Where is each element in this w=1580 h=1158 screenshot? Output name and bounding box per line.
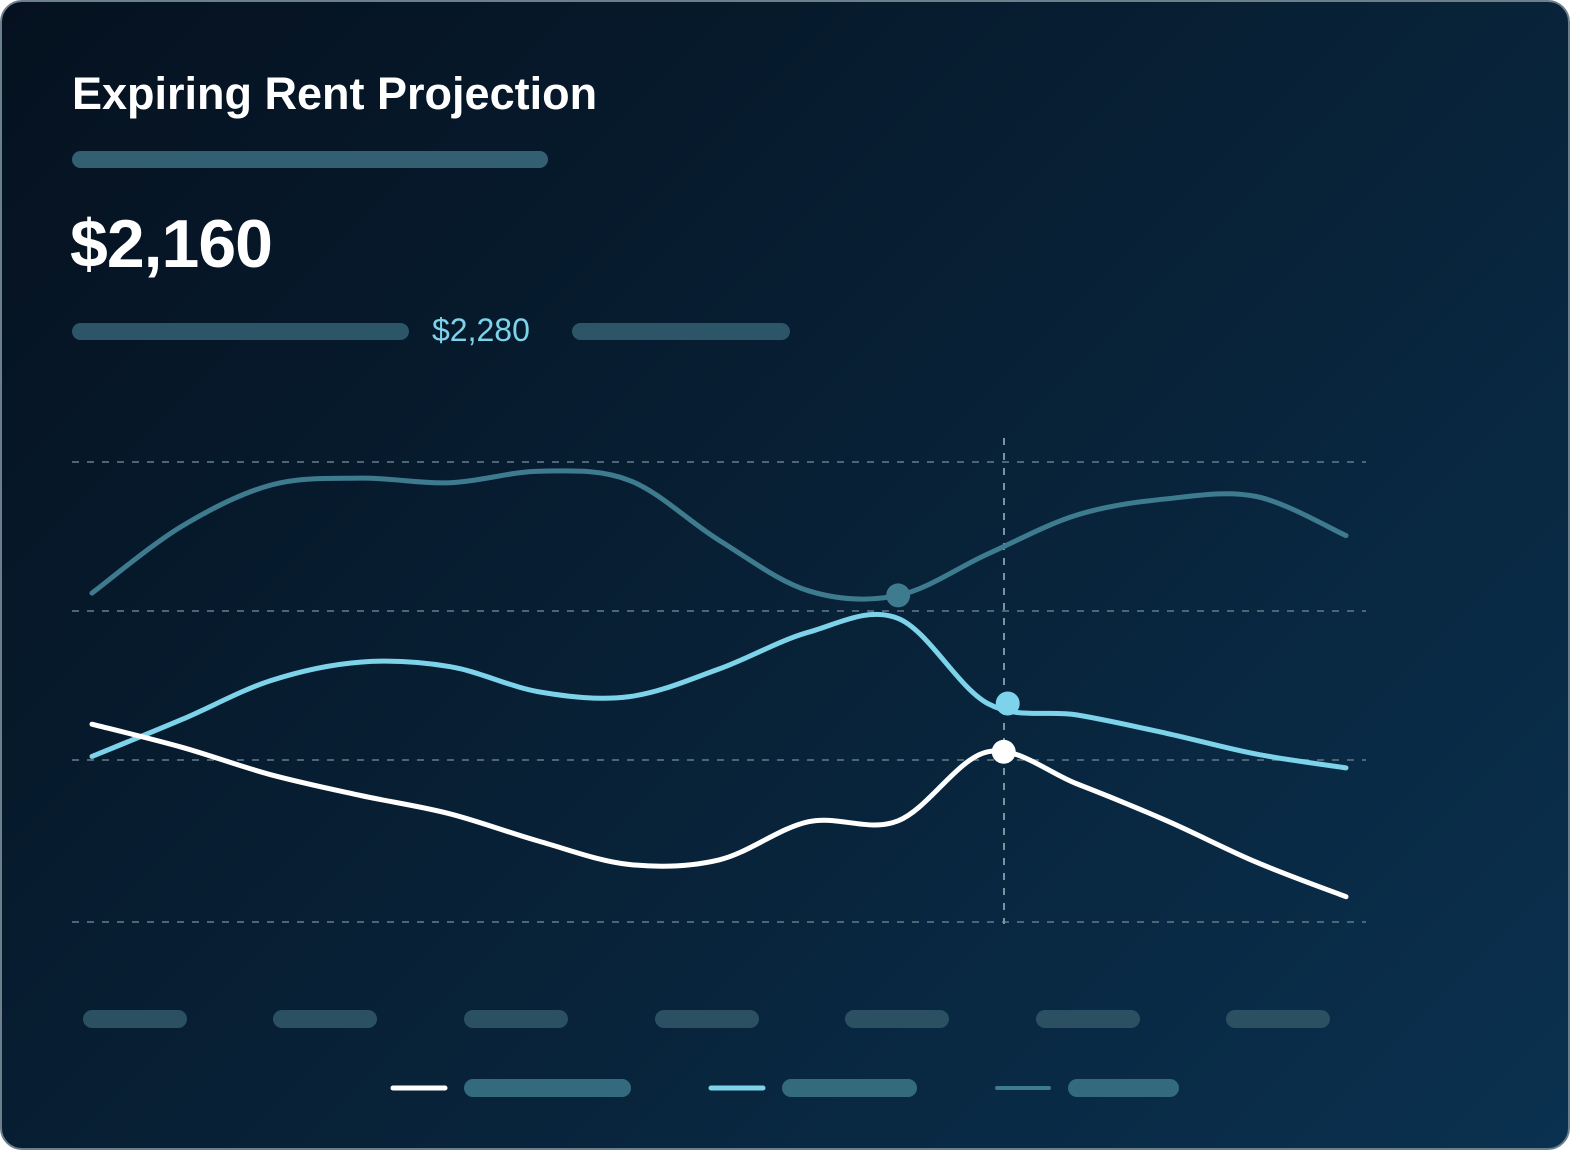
caption-placeholder-bar-left [72, 323, 409, 340]
caption-placeholder-bar-right [572, 323, 790, 340]
x-tick-placeholder-6 [1036, 1010, 1140, 1028]
subtitle-placeholder-bar [72, 151, 548, 168]
x-tick-placeholder-5 [845, 1010, 949, 1028]
x-tick-placeholder-1 [83, 1010, 187, 1028]
legend [390, 1079, 1179, 1097]
legend-label-placeholder-2 [782, 1079, 917, 1097]
series-3-marker [886, 583, 911, 608]
series-lines [89, 468, 1349, 900]
secondary-value: $2,280 [432, 312, 530, 348]
legend-label-placeholder-3 [1068, 1079, 1179, 1097]
x-axis-tick-placeholders [83, 1010, 1330, 1028]
legend-label-placeholder-1 [464, 1079, 631, 1097]
series-1-line [89, 721, 1349, 900]
series-3-line [89, 468, 1349, 602]
grid-lines [72, 461, 1366, 923]
x-tick-placeholder-3 [464, 1010, 568, 1028]
x-tick-placeholder-7 [1226, 1010, 1330, 1028]
series-2-line [89, 611, 1349, 771]
x-tick-placeholder-2 [273, 1010, 377, 1028]
series-2-marker [995, 691, 1020, 716]
series-1-marker [991, 739, 1016, 764]
chart-title: Expiring Rent Projection [72, 68, 598, 119]
x-tick-placeholder-4 [655, 1010, 759, 1028]
primary-value: $2,160 [70, 206, 273, 282]
